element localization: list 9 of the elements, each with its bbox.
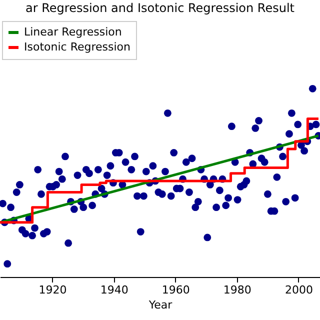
x-tick-label: 1920: [38, 284, 67, 296]
x-axis-title: Year: [148, 298, 173, 312]
chart-title: ar Regression and Isotonic Regression Result: [25, 1, 295, 15]
x-tick-label: 2000: [284, 284, 313, 296]
x-tick-label: 1980: [223, 284, 252, 296]
x-tick-label: 1960: [162, 284, 190, 296]
legend-label: Linear Regression: [24, 26, 122, 38]
legend-label: Isotonic Regression: [24, 40, 131, 54]
x-tick-label: 1940: [100, 284, 128, 296]
